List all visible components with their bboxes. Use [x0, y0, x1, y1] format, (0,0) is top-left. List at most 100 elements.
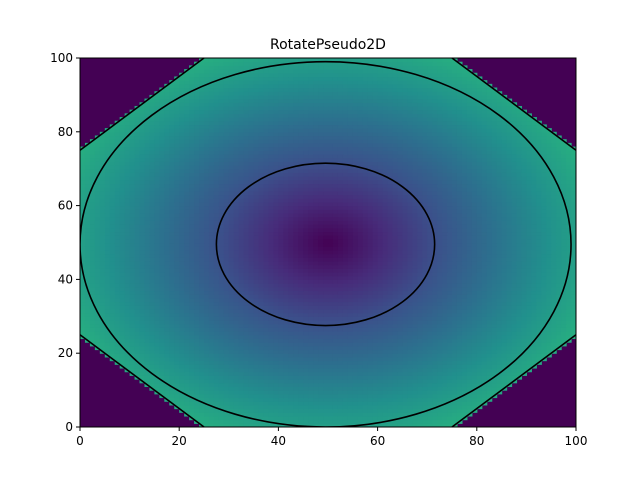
- heatmap-cell: [521, 246, 527, 251]
- heatmap-cell: [303, 305, 309, 310]
- heatmap-cell: [337, 246, 344, 251]
- heatmap-cell: [337, 401, 344, 406]
- heatmap-cell: [144, 305, 151, 310]
- heatmap-cell: [471, 286, 478, 292]
- heatmap-cell: [253, 272, 260, 277]
- heatmap-cell: [486, 286, 493, 292]
- heatmap-cell: [293, 353, 299, 358]
- heatmap-cell: [347, 305, 354, 310]
- heatmap-cell: [392, 375, 399, 380]
- heatmap-cell: [199, 286, 205, 292]
- heatmap-cell: [263, 316, 270, 321]
- heatmap-cell: [194, 305, 200, 310]
- heatmap-cell: [447, 356, 453, 362]
- heatmap-cell: [89, 305, 96, 310]
- heatmap-cell: [447, 390, 453, 395]
- heatmap-cell: [516, 297, 523, 303]
- heatmap-cell: [342, 353, 349, 358]
- heatmap-cell: [377, 412, 384, 417]
- heatmap-cell: [501, 283, 508, 288]
- heatmap-cell: [347, 220, 354, 225]
- heatmap-cell: [258, 301, 265, 306]
- heatmap-cell: [174, 342, 180, 347]
- heatmap-cell: [80, 301, 86, 306]
- heatmap-cell: [263, 231, 270, 236]
- heatmap-cell: [189, 272, 195, 277]
- heatmap-cell: [228, 249, 235, 255]
- heatmap-cell: [452, 364, 458, 369]
- heatmap-cell: [566, 253, 572, 258]
- heatmap-cell: [268, 356, 275, 362]
- heatmap-cell: [129, 242, 136, 247]
- heatmap-cell: [481, 323, 488, 328]
- heatmap-cell: [208, 297, 215, 303]
- heatmap-cell: [447, 297, 453, 303]
- heatmap-cell: [169, 397, 175, 402]
- heatmap-cell: [536, 349, 542, 354]
- heatmap-cell: [466, 279, 473, 284]
- heatmap-cell: [501, 379, 508, 384]
- heatmap-cell: [208, 272, 215, 277]
- heatmap-cell: [427, 415, 433, 421]
- heatmap-cell: [511, 264, 518, 269]
- heatmap-cell: [238, 253, 245, 258]
- heatmap-cell: [452, 319, 458, 325]
- heatmap-cell: [104, 220, 111, 225]
- heatmap-cell: [179, 301, 185, 306]
- heatmap-cell: [437, 301, 443, 306]
- heatmap-cell: [387, 235, 394, 240]
- heatmap-cell: [328, 397, 334, 402]
- heatmap-cell: [541, 319, 547, 325]
- heatmap-cell: [461, 342, 468, 347]
- heatmap-cell: [456, 408, 463, 413]
- heatmap-cell: [288, 327, 294, 332]
- heatmap-cell: [328, 331, 334, 336]
- heatmap-cell: [208, 423, 215, 427]
- heatmap-cell: [94, 227, 101, 233]
- heatmap-cell: [308, 419, 314, 424]
- heatmap-cell: [323, 404, 329, 410]
- heatmap-cell: [546, 272, 552, 277]
- heatmap-cell: [89, 264, 96, 269]
- heatmap-cell: [328, 386, 334, 391]
- heatmap-cell: [481, 353, 488, 358]
- heatmap-cell: [347, 382, 354, 388]
- heatmap-cell: [293, 327, 299, 332]
- heatmap-cell: [313, 408, 319, 413]
- heatmap-cell: [164, 260, 170, 266]
- heatmap-cell: [159, 382, 165, 388]
- heatmap-cell: [342, 260, 349, 266]
- heatmap-cell: [427, 345, 433, 351]
- heatmap-cell: [447, 272, 453, 277]
- heatmap-cell: [471, 390, 478, 395]
- heatmap-cell: [318, 286, 324, 292]
- heatmap-cell: [238, 342, 245, 347]
- heatmap-cell: [208, 235, 215, 240]
- heatmap-cell: [80, 312, 86, 317]
- heatmap-cell: [218, 415, 225, 421]
- heatmap-cell: [536, 257, 542, 262]
- heatmap-cell: [461, 272, 468, 277]
- heatmap-cell: [114, 301, 121, 306]
- heatmap-cell: [447, 331, 453, 336]
- heatmap-cell: [268, 408, 275, 413]
- heatmap-cell: [194, 404, 200, 410]
- heatmap-cell: [362, 224, 369, 229]
- heatmap-cell: [392, 301, 399, 306]
- heatmap-cell: [412, 272, 418, 277]
- heatmap-cell: [313, 268, 319, 273]
- heatmap-cell: [159, 338, 165, 343]
- heatmap-cell: [223, 294, 230, 299]
- heatmap-cell: [169, 345, 175, 351]
- heatmap-cell: [402, 404, 408, 410]
- heatmap-cell: [308, 415, 314, 421]
- heatmap-cell: [313, 415, 319, 421]
- heatmap-cell: [194, 257, 200, 262]
- heatmap-cell: [551, 272, 557, 277]
- heatmap-cell: [407, 319, 413, 325]
- heatmap-cell: [129, 338, 136, 343]
- heatmap-cell: [466, 275, 473, 280]
- heatmap-cell: [213, 224, 220, 229]
- heatmap-cell: [561, 316, 567, 321]
- heatmap-cell: [377, 305, 384, 310]
